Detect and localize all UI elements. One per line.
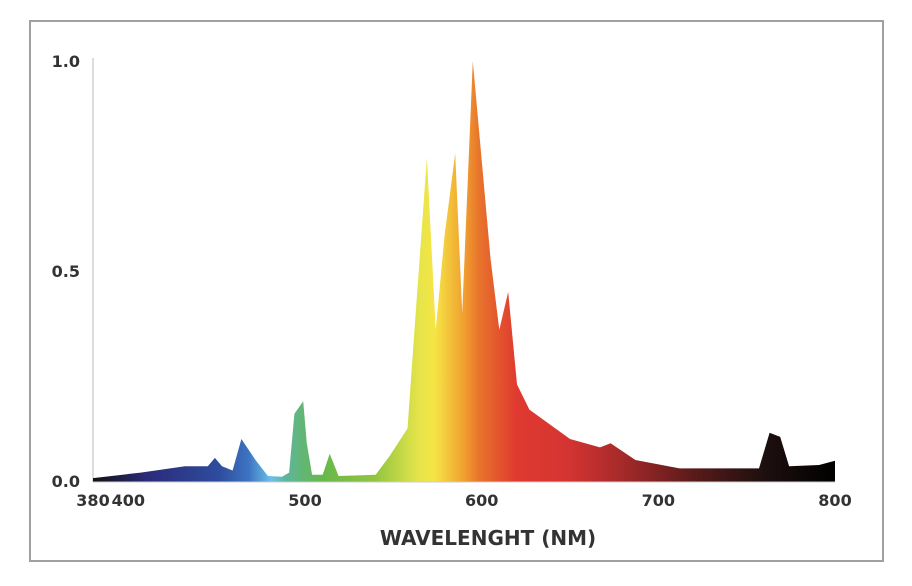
chart-frame <box>29 20 884 562</box>
x-tick-label: 800 <box>818 491 851 510</box>
spectrum-area <box>93 61 835 482</box>
y-tick-label: 0.5 <box>52 262 80 281</box>
y-tick-label: 0.0 <box>52 472 80 491</box>
x-tick-label: 600 <box>465 491 498 510</box>
x-tick-label: 700 <box>642 491 675 510</box>
x-tick-label: 400 <box>112 491 145 510</box>
x-tick-label: 500 <box>288 491 321 510</box>
y-tick-label: 1.0 <box>52 52 80 71</box>
x-tick-label: 380 <box>76 491 109 510</box>
x-axis-label: WAVELENGHT (NM) <box>380 526 596 550</box>
